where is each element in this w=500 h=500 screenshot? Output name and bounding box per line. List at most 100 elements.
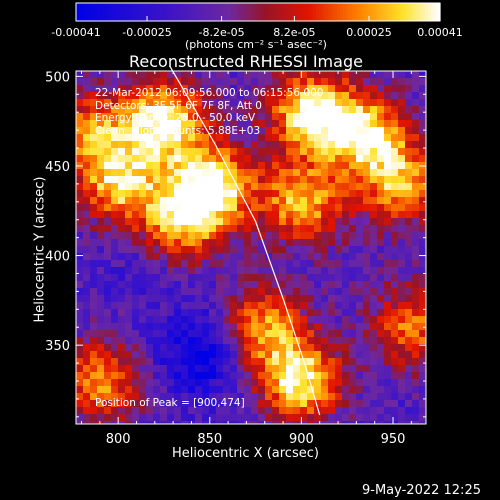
- heatmap-cell: [272, 323, 279, 330]
- heatmap-cell: [293, 393, 300, 400]
- heatmap-cell: [216, 141, 223, 148]
- heatmap-cell: [342, 302, 349, 309]
- heatmap-cell: [167, 239, 174, 246]
- heatmap-cell: [356, 253, 363, 260]
- heatmap-cell: [174, 204, 181, 211]
- heatmap-cell: [391, 106, 398, 113]
- heatmap-cell: [146, 127, 153, 134]
- heatmap-cell: [321, 85, 328, 92]
- heatmap-cell: [377, 309, 384, 316]
- heatmap-cell: [370, 211, 377, 218]
- heatmap-cell: [349, 85, 356, 92]
- heatmap-cell: [363, 316, 370, 323]
- heatmap-cell: [230, 218, 237, 225]
- heatmap-cell: [188, 225, 195, 232]
- heatmap-cell: [265, 400, 272, 407]
- heatmap-cell: [223, 99, 230, 106]
- heatmap-cell: [258, 351, 265, 358]
- heatmap-cell: [377, 267, 384, 274]
- heatmap-cell: [251, 407, 258, 414]
- heatmap-cell: [384, 183, 391, 190]
- heatmap-cell: [244, 295, 251, 302]
- heatmap-cell: [377, 358, 384, 365]
- heatmap-cell: [377, 197, 384, 204]
- heatmap-cell: [405, 113, 412, 120]
- heatmap-cell: [293, 421, 300, 424]
- heatmap-cell: [139, 337, 146, 344]
- heatmap-cell: [90, 141, 97, 148]
- heatmap-cell: [251, 148, 258, 155]
- heatmap-cell: [370, 281, 377, 288]
- heatmap-cell: [370, 71, 377, 78]
- heatmap-cell: [335, 78, 342, 85]
- heatmap-cell: [160, 414, 167, 421]
- heatmap-cell: [139, 351, 146, 358]
- heatmap-cell: [356, 148, 363, 155]
- heatmap-cell: [293, 386, 300, 393]
- heatmap-cell: [377, 204, 384, 211]
- heatmap-cell: [328, 414, 335, 421]
- heatmap-cell: [244, 260, 251, 267]
- heatmap-cell: [258, 218, 265, 225]
- heatmap-cell: [174, 393, 181, 400]
- heatmap-cell: [307, 106, 314, 113]
- heatmap-cell: [230, 246, 237, 253]
- heatmap-cell: [167, 78, 174, 85]
- heatmap-cell: [188, 183, 195, 190]
- heatmap-cell: [335, 71, 342, 78]
- heatmap-cell: [237, 379, 244, 386]
- heatmap-cell: [293, 176, 300, 183]
- heatmap-cell: [342, 113, 349, 120]
- heatmap-cell: [300, 386, 307, 393]
- heatmap-cell: [90, 134, 97, 141]
- heatmap-cell: [349, 169, 356, 176]
- heatmap-cell: [251, 162, 258, 169]
- heatmap-cell: [223, 134, 230, 141]
- heatmap-cell: [83, 337, 90, 344]
- heatmap-cell: [139, 309, 146, 316]
- heatmap-cell: [111, 127, 118, 134]
- heatmap-cell: [412, 288, 419, 295]
- heatmap-cell: [279, 155, 286, 162]
- heatmap-cell: [174, 288, 181, 295]
- heatmap-cell: [300, 183, 307, 190]
- heatmap-cell: [391, 204, 398, 211]
- colorbar-segment: [318, 3, 323, 21]
- heatmap-cell: [230, 267, 237, 274]
- heatmap-cell: [384, 218, 391, 225]
- heatmap-cell: [195, 211, 202, 218]
- heatmap-cell: [405, 407, 412, 414]
- heatmap-cell: [118, 141, 125, 148]
- heatmap-cell: [132, 204, 139, 211]
- heatmap-cell: [181, 393, 188, 400]
- colorbar-segment: [182, 3, 186, 21]
- heatmap-cell: [370, 386, 377, 393]
- heatmap-cell: [335, 365, 342, 372]
- heatmap-cell: [244, 225, 251, 232]
- heatmap-cell: [328, 281, 335, 288]
- heatmap-cell: [167, 393, 174, 400]
- heatmap-cell: [174, 323, 181, 330]
- heatmap-cell: [328, 120, 335, 127]
- heatmap-cell: [314, 148, 321, 155]
- heatmap-cell: [132, 421, 139, 424]
- heatmap-cell: [391, 386, 398, 393]
- heatmap-cell: [146, 372, 153, 379]
- heatmap-cell: [160, 260, 167, 267]
- heatmap-cell: [139, 211, 146, 218]
- heatmap-cell: [209, 113, 216, 120]
- heatmap-cell: [139, 260, 146, 267]
- heatmap-cell: [342, 134, 349, 141]
- heatmap-cell: [118, 253, 125, 260]
- heatmap-cell: [286, 127, 293, 134]
- heatmap-cell: [412, 337, 419, 344]
- heatmap-cell: [391, 302, 398, 309]
- heatmap-cell: [279, 106, 286, 113]
- heatmap-cell: [90, 407, 97, 414]
- heatmap-cell: [258, 421, 265, 424]
- heatmap-cell: [293, 134, 300, 141]
- heatmap-cell: [300, 155, 307, 162]
- heatmap-cell: [419, 386, 426, 393]
- heatmap-cell: [153, 162, 160, 169]
- heatmap-cell: [300, 197, 307, 204]
